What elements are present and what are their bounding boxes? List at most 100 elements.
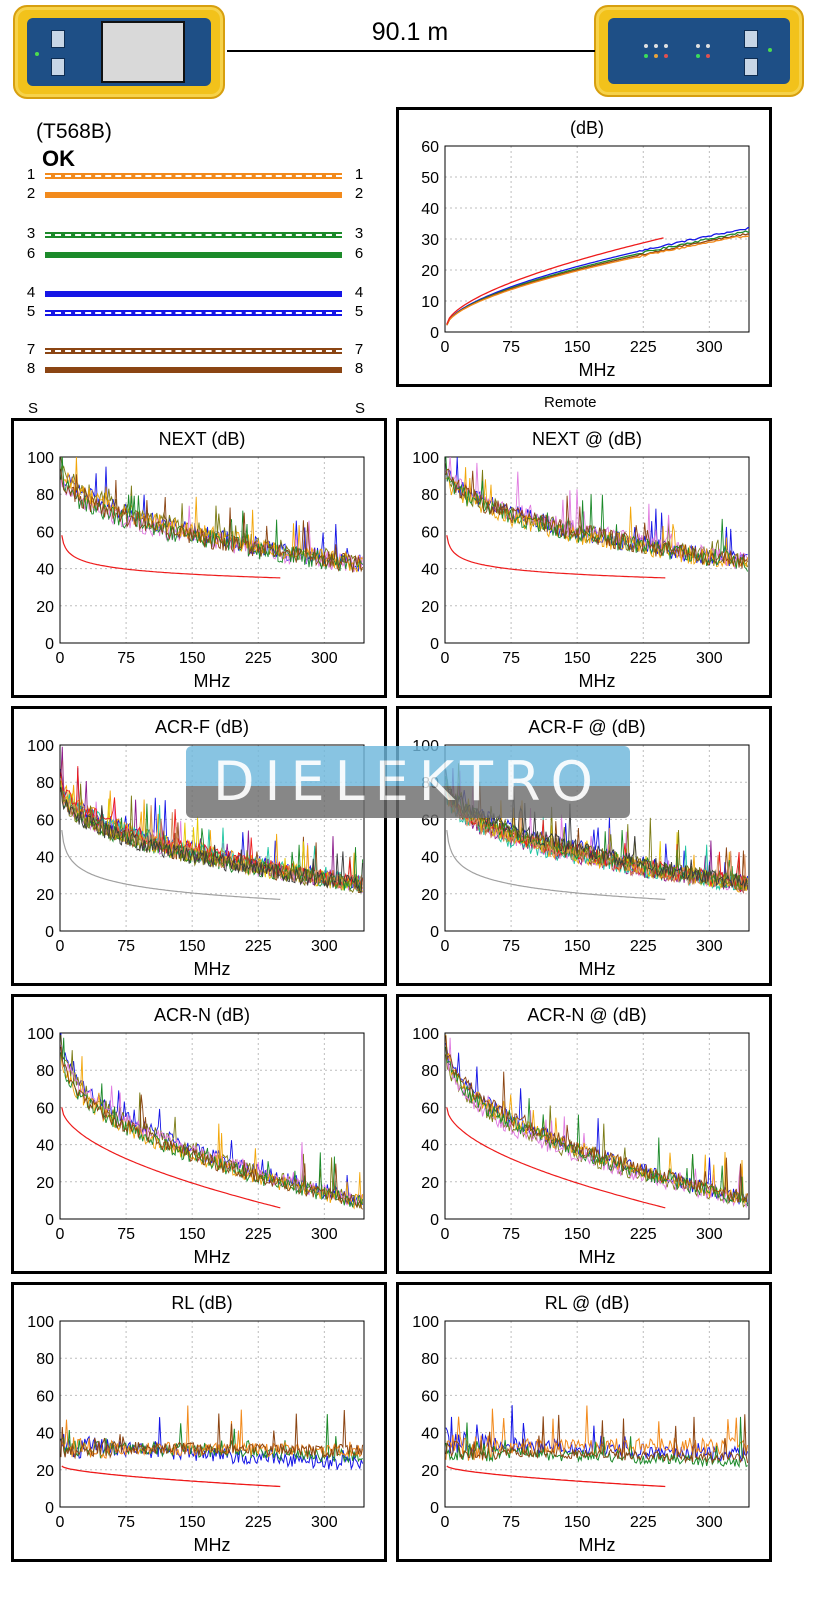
series-line: [60, 789, 364, 891]
rl-panel: RL (dB) 0 20 40 60 80 100 0 75 150 225 300 MHz: [11, 1282, 387, 1562]
status-led-icon: [644, 54, 648, 58]
chart-title: ACR-N @ (dB): [527, 1005, 646, 1025]
y-tick-label: 60: [36, 812, 54, 829]
wiring-standard: (T568B): [36, 120, 112, 143]
y-tick-label: 20: [36, 1463, 54, 1480]
acr-n-remote-panel: ACR-N @ (dB) 0 20 40 60 80 100 0 75 150 225 300 MHz: [396, 994, 772, 1274]
y-tick-label: 0: [45, 636, 54, 653]
wire-line: [45, 232, 342, 238]
y-tick-label: 60: [421, 524, 439, 541]
y-tick-label: 20: [36, 599, 54, 616]
x-tick-label: 300: [311, 650, 338, 667]
rl-remote-chart: RL @ (dB) 0 20 40 60 80 100 0 75 150 225 300 MHz: [412, 1293, 750, 1555]
x-tick-label: 225: [630, 650, 657, 667]
status-led-icon: [664, 44, 668, 48]
wire-pin-left: 5: [26, 303, 36, 320]
plot-area: [60, 746, 364, 900]
wire-pin-right: 7: [354, 341, 364, 358]
insertion-loss-panel: (dB) 0 10 20 30 40 50 60 0 75 150 225 300 MHz: [396, 107, 772, 387]
wire-pin-right: 5: [354, 303, 364, 320]
y-tick-label: 50: [421, 170, 439, 187]
series-line: [60, 1044, 364, 1206]
x-tick-label: 150: [564, 1514, 591, 1531]
series-line: [60, 1409, 364, 1460]
x-tick-label: 225: [245, 1226, 272, 1243]
x-tick-label: 150: [564, 650, 591, 667]
y-tick-label: 60: [421, 1388, 439, 1405]
plot-area: [445, 1405, 749, 1488]
wire-pin-left: 2: [26, 185, 36, 202]
y-tick-label: 80: [36, 1351, 54, 1368]
status-led-icon: [654, 44, 658, 48]
y-tick-label: 100: [27, 1026, 54, 1043]
status-led-icon: [644, 44, 648, 48]
x-tick-label: 225: [630, 1514, 657, 1531]
wire-line: [45, 348, 342, 354]
x-tick-label: 150: [564, 938, 591, 955]
y-tick-label: 40: [421, 1426, 439, 1443]
x-tick-label: 0: [56, 1226, 65, 1243]
acr-f-chart: ACR-F (dB) 0 20 40 60 80 100 0 75 150 225 300 MHz: [27, 717, 365, 979]
x-tick-label: 225: [245, 938, 272, 955]
chart-title: ACR-N (dB): [154, 1005, 250, 1025]
y-tick-label: 0: [45, 1212, 54, 1229]
next-chart: NEXT (dB) 0 20 40 60 80 100 0 75 150 225 300 MHz: [27, 429, 365, 691]
wire-line: [45, 192, 342, 198]
wire-line: [45, 291, 342, 297]
x-tick-label: 75: [117, 938, 135, 955]
limit-line: [446, 237, 664, 325]
wire-pin-left: 6: [26, 245, 36, 262]
limit-line: [446, 1465, 666, 1488]
plot-frame: [444, 456, 750, 644]
rl-chart: RL (dB) 0 20 40 60 80 100 0 75 150 225 300 MHz: [27, 1293, 365, 1555]
x-tick-label: 225: [630, 938, 657, 955]
insertion-loss-chart: (dB) 0 10 20 30 40 50 60 0 75 150 225 300 MHz: [421, 118, 750, 380]
plot-frame: [59, 456, 365, 644]
status-led-icon: [768, 48, 772, 52]
y-tick-label: 40: [36, 562, 54, 579]
y-tick-label: 60: [421, 1100, 439, 1117]
y-tick-label: 40: [36, 1138, 54, 1155]
x-tick-label: 75: [117, 1514, 135, 1531]
series-line: [445, 1405, 749, 1461]
shield-right: S: [355, 400, 366, 417]
y-tick-label: 0: [430, 636, 439, 653]
main-tester-face: [27, 18, 211, 86]
shield-left: S: [28, 400, 39, 417]
x-tick-label: 150: [179, 1514, 206, 1531]
cable-line: [227, 50, 595, 52]
limit-line: [446, 535, 666, 579]
wire-line: [45, 173, 342, 179]
x-tick-label: 300: [696, 1226, 723, 1243]
y-tick-label: 60: [421, 139, 439, 156]
series-line: [60, 1033, 364, 1206]
y-tick-label: 60: [36, 524, 54, 541]
y-tick-label: 40: [36, 850, 54, 867]
plot-frame: [444, 145, 750, 333]
tester-port-icon: [744, 30, 758, 48]
series-line: [445, 1034, 748, 1204]
cable-length: 90.1 m: [371, 18, 449, 46]
y-tick-label: 20: [421, 887, 439, 904]
remote-tester-device: [594, 5, 804, 97]
plot-area: [445, 1034, 749, 1209]
series-line: [446, 226, 749, 326]
y-tick-label: 60: [36, 1388, 54, 1405]
wire-line: [45, 252, 342, 258]
next-panel: NEXT (dB) 0 20 40 60 80 100 0 75 150 225 300 MHz: [11, 418, 387, 698]
plot-area: [60, 1033, 364, 1210]
series-line: [445, 467, 749, 568]
series-line: [445, 1414, 749, 1465]
x-tick-label: 150: [179, 1226, 206, 1243]
wire-line: [45, 310, 342, 316]
wire-pin-left: 8: [26, 360, 36, 377]
next-remote-chart: NEXT @ (dB) 0 20 40 60 80 100 0 75 150 225 300 MHz: [412, 429, 750, 691]
chart-title: (dB): [570, 118, 604, 138]
x-tick-label: 150: [179, 938, 206, 955]
wire-pin-left: 4: [26, 284, 36, 301]
x-tick-label: 225: [630, 1226, 657, 1243]
y-tick-label: 0: [430, 325, 439, 342]
y-tick-label: 20: [36, 887, 54, 904]
y-tick-label: 0: [430, 924, 439, 941]
chart-title: RL (dB): [171, 1293, 232, 1313]
